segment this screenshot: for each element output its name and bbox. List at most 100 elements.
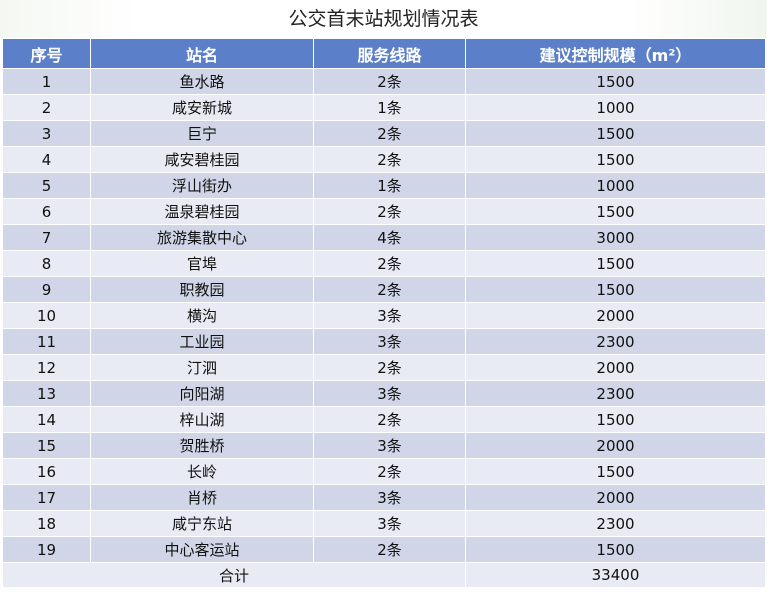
table-row: 3 巨宁 2条 1500 [2, 120, 766, 147]
cell-station: 职教园 [90, 276, 314, 303]
cell-scale: 2000 [465, 354, 766, 381]
table-title: 公交首末站规划情况表 [0, 0, 767, 38]
header-index: 序号 [2, 38, 91, 69]
cell-lines: 2条 [313, 68, 466, 95]
cell-scale: 1500 [465, 536, 766, 563]
cell-lines: 2条 [313, 276, 466, 303]
table-row: 9 职教园 2条 1500 [2, 276, 766, 303]
cell-index: 14 [2, 406, 91, 433]
cell-index: 9 [2, 276, 91, 303]
cell-lines: 2条 [313, 354, 466, 381]
table-row: 19 中心客运站 2条 1500 [2, 536, 766, 563]
cell-station: 向阳湖 [90, 380, 314, 407]
cell-index: 17 [2, 484, 91, 511]
cell-index: 19 [2, 536, 91, 563]
cell-scale: 1500 [465, 198, 766, 225]
cell-lines: 2条 [313, 146, 466, 173]
bus-terminal-table: 序号 站名 服务线路 建议控制规模（m²） 1 鱼水路 2条 1500 2 咸安新城 1条 1… [2, 38, 766, 588]
cell-scale: 1500 [465, 120, 766, 147]
table-row: 4 咸安碧桂园 2条 1500 [2, 146, 766, 173]
cell-index: 6 [2, 198, 91, 225]
cell-station: 咸宁东站 [90, 510, 314, 537]
table-row: 11 工业园 3条 2300 [2, 328, 766, 355]
cell-lines: 1条 [313, 172, 466, 199]
table-row: 18 咸宁东站 3条 2300 [2, 510, 766, 537]
table-row: 10 横沟 3条 2000 [2, 302, 766, 329]
cell-scale: 1500 [465, 458, 766, 485]
table-row: 14 梓山湖 2条 1500 [2, 406, 766, 433]
header-row: 序号 站名 服务线路 建议控制规模（m²） [2, 38, 766, 69]
cell-lines: 2条 [313, 120, 466, 147]
cell-index: 10 [2, 302, 91, 329]
table-row: 6 温泉碧桂园 2条 1500 [2, 198, 766, 225]
table-row: 17 肖桥 3条 2000 [2, 484, 766, 511]
cell-scale: 2000 [465, 302, 766, 329]
cell-index: 4 [2, 146, 91, 173]
cell-lines: 3条 [313, 328, 466, 355]
cell-station: 肖桥 [90, 484, 314, 511]
cell-scale: 2000 [465, 432, 766, 459]
cell-scale: 1500 [465, 406, 766, 433]
cell-index: 1 [2, 68, 91, 95]
cell-index: 11 [2, 328, 91, 355]
cell-lines: 3条 [313, 302, 466, 329]
cell-lines: 2条 [313, 458, 466, 485]
cell-scale: 1000 [465, 172, 766, 199]
table-body: 1 鱼水路 2条 1500 2 咸安新城 1条 1000 3 巨宁 2条 1500 4 咸安碧桂园 2条 15… [2, 68, 766, 563]
cell-station: 长岭 [90, 458, 314, 485]
cell-index: 18 [2, 510, 91, 537]
table-row: 15 贺胜桥 3条 2000 [2, 432, 766, 459]
table-row: 5 浮山街办 1条 1000 [2, 172, 766, 199]
cell-index: 12 [2, 354, 91, 381]
cell-lines: 1条 [313, 94, 466, 121]
cell-lines: 2条 [313, 536, 466, 563]
cell-lines: 2条 [313, 198, 466, 225]
total-label: 合计 [2, 562, 466, 588]
cell-scale: 2000 [465, 484, 766, 511]
table-row: 12 汀泗 2条 2000 [2, 354, 766, 381]
cell-index: 5 [2, 172, 91, 199]
cell-station: 巨宁 [90, 120, 314, 147]
cell-scale: 1500 [465, 146, 766, 173]
cell-index: 3 [2, 120, 91, 147]
table-row: 8 官埠 2条 1500 [2, 250, 766, 277]
table-row: 16 长岭 2条 1500 [2, 458, 766, 485]
cell-scale: 1500 [465, 276, 766, 303]
table-row: 7 旅游集散中心 4条 3000 [2, 224, 766, 251]
cell-station: 旅游集散中心 [90, 224, 314, 251]
cell-lines: 3条 [313, 510, 466, 537]
cell-station: 中心客运站 [90, 536, 314, 563]
cell-station: 鱼水路 [90, 68, 314, 95]
total-value: 33400 [465, 562, 766, 588]
cell-index: 2 [2, 94, 91, 121]
cell-lines: 2条 [313, 250, 466, 277]
cell-index: 7 [2, 224, 91, 251]
cell-station: 工业园 [90, 328, 314, 355]
total-row: 合计 33400 [2, 562, 766, 588]
cell-lines: 2条 [313, 406, 466, 433]
cell-index: 16 [2, 458, 91, 485]
cell-scale: 1000 [465, 94, 766, 121]
cell-index: 8 [2, 250, 91, 277]
header-lines: 服务线路 [313, 38, 466, 69]
header-scale: 建议控制规模（m²） [465, 38, 766, 69]
table-row: 2 咸安新城 1条 1000 [2, 94, 766, 121]
cell-scale: 3000 [465, 224, 766, 251]
cell-index: 13 [2, 380, 91, 407]
cell-lines: 3条 [313, 380, 466, 407]
cell-station: 横沟 [90, 302, 314, 329]
cell-lines: 3条 [313, 484, 466, 511]
cell-station: 温泉碧桂园 [90, 198, 314, 225]
cell-scale: 2300 [465, 380, 766, 407]
cell-station: 咸安碧桂园 [90, 146, 314, 173]
cell-lines: 4条 [313, 224, 466, 251]
cell-scale: 2300 [465, 328, 766, 355]
cell-scale: 1500 [465, 250, 766, 277]
cell-station: 梓山湖 [90, 406, 314, 433]
cell-station: 汀泗 [90, 354, 314, 381]
cell-index: 15 [2, 432, 91, 459]
table-row: 13 向阳湖 3条 2300 [2, 380, 766, 407]
cell-scale: 1500 [465, 68, 766, 95]
cell-scale: 2300 [465, 510, 766, 537]
header-station: 站名 [90, 38, 314, 69]
